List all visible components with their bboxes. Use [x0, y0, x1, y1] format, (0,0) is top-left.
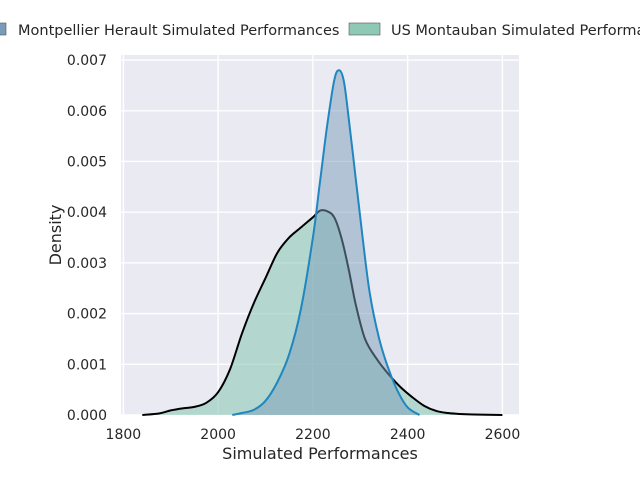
x-tick-label: 2600 [485, 427, 521, 443]
x-axis-label: Simulated Performances [222, 444, 418, 463]
y-tick-label: 0.003 [67, 256, 107, 272]
y-tick-label: 0.000 [67, 408, 107, 424]
y-tick-label: 0.002 [67, 307, 107, 323]
x-tick-label: 1800 [106, 427, 142, 443]
x-tick-label: 2200 [295, 427, 331, 443]
y-tick-label: 0.001 [67, 357, 107, 373]
x-axis-ticks: 1800 2000 2200 2400 2600 [106, 427, 521, 443]
y-tick-label: 0.005 [67, 154, 107, 170]
x-tick-label: 2000 [200, 427, 236, 443]
legend: Montpellier Herault Simulated Performanc… [0, 22, 640, 39]
legend-label-montauban: US Montauban Simulated Performances [391, 23, 640, 39]
density-fill-montpellier [232, 70, 420, 415]
legend-swatch-montauban [348, 22, 381, 36]
y-axis-ticks: 0.000 0.001 0.002 0.003 0.004 0.005 0.006 0.007 [67, 53, 107, 424]
legend-swatch-montpellier [0, 22, 7, 36]
legend-label-montpellier: Montpellier Herault Simulated Performanc… [18, 23, 339, 39]
density-areas [142, 69, 503, 416]
y-tick-label: 0.007 [67, 53, 107, 69]
y-tick-label: 0.006 [67, 104, 107, 120]
y-axis-label: Density [46, 205, 65, 266]
x-tick-label: 2400 [390, 427, 426, 443]
y-tick-label: 0.004 [67, 205, 107, 221]
density-line-montpellier [232, 69, 421, 416]
